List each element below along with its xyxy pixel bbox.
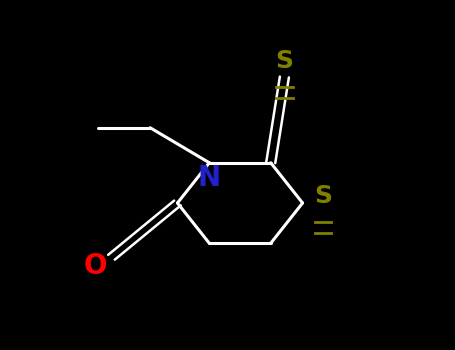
Text: S: S xyxy=(275,49,293,73)
Text: O: O xyxy=(84,252,107,280)
Text: N: N xyxy=(198,164,221,193)
Text: S: S xyxy=(314,184,332,208)
